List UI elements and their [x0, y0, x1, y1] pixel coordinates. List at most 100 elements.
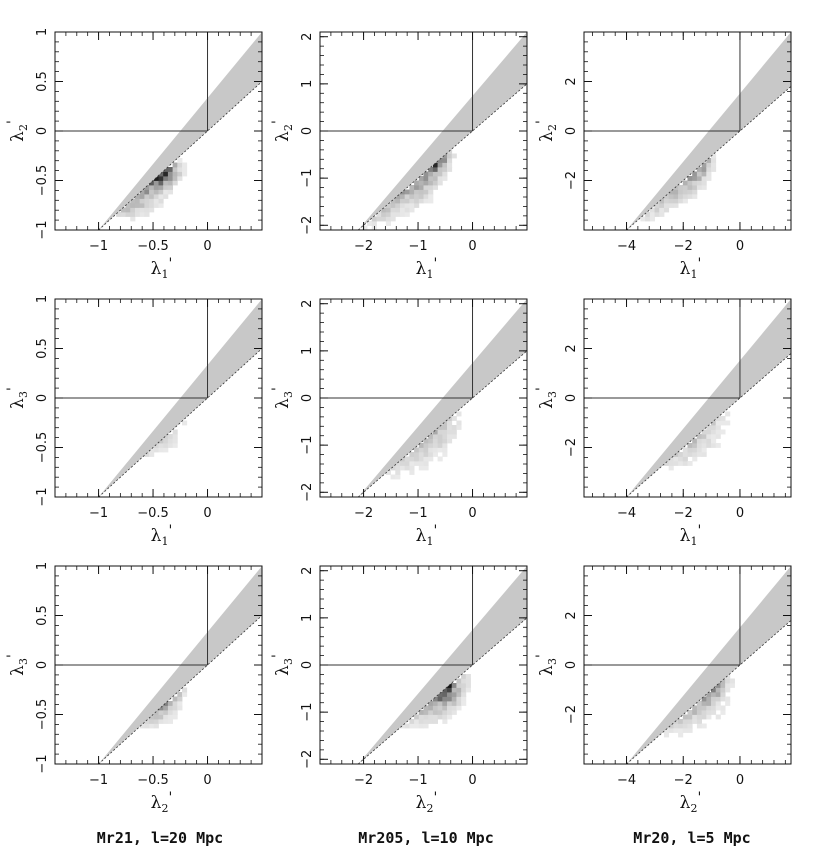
y-tick-label: 1: [35, 295, 50, 303]
density-cell: [451, 692, 457, 697]
density-cell: [692, 443, 698, 448]
density-cell: [711, 162, 717, 168]
density-cell: [153, 185, 159, 190]
y-tick-label: −1: [300, 169, 315, 188]
density-cell: [682, 198, 688, 204]
panel-3-1: −1 −0.5 0 −1 −0.5 0 0.5 1 λ2' λ3': [5, 562, 263, 815]
density-cell: [404, 723, 410, 729]
density-cell: [659, 212, 665, 217]
density-cell: [659, 207, 665, 213]
panel-1-1-density: [116, 158, 188, 222]
density-cell: [432, 176, 439, 181]
density-cell: [158, 203, 164, 208]
y-tick-label: 0.5: [35, 338, 50, 359]
x-tick-label: 0: [736, 506, 744, 521]
density-cell: [432, 710, 439, 715]
panel-1-1: −1 −0.5 0 −1 −0.5 0 0.5 1 λ1' λ2': [5, 28, 263, 281]
density-cell: [437, 429, 443, 435]
density-cell: [451, 687, 457, 693]
density-cell: [447, 429, 453, 435]
density-cell: [725, 674, 731, 679]
density-cell: [659, 198, 665, 204]
density-cell: [167, 710, 174, 715]
density-cell: [414, 719, 420, 724]
x-tick-label: 0: [468, 506, 476, 521]
density-cell: [390, 216, 396, 222]
density-cell: [696, 443, 703, 448]
density-cell: [390, 474, 396, 480]
density-cell: [456, 425, 462, 430]
density-cell: [404, 465, 410, 471]
density-cell: [428, 171, 434, 177]
density-cell: [167, 443, 174, 448]
density-cell: [153, 194, 159, 199]
density-cell: [456, 696, 462, 702]
density-cell: [149, 194, 155, 199]
density-cell: [673, 185, 679, 190]
density-cell: [139, 203, 145, 208]
density-cell: [172, 180, 178, 186]
density-cell: [395, 461, 401, 466]
density-cell: [720, 429, 726, 435]
density-cell: [461, 696, 467, 702]
density-cell: [706, 429, 712, 435]
density-cell: [177, 705, 183, 711]
density-cell: [158, 719, 164, 724]
density-cell: [144, 194, 150, 199]
density-cell: [442, 696, 448, 702]
density-cell: [163, 167, 169, 172]
density-cell: [442, 162, 448, 168]
y-tick-label: 0: [564, 661, 579, 669]
density-cell: [725, 420, 731, 426]
density-cell: [172, 171, 178, 177]
density-cell: [729, 683, 735, 688]
y-tick-label: 0: [564, 394, 579, 402]
y-tick-label: 0: [35, 394, 50, 402]
density-cell: [371, 221, 377, 226]
density-cell: [447, 416, 453, 421]
density-cell: [418, 194, 424, 199]
density-cell: [696, 723, 703, 729]
x-tick-label: −0.5: [137, 773, 169, 788]
density-cell: [437, 158, 443, 163]
density-cell: [663, 461, 670, 466]
density-cell: [144, 212, 150, 217]
density-cell: [409, 465, 415, 471]
x-tick-label: −1: [89, 506, 108, 521]
density-cell: [125, 212, 131, 217]
density-cell: [428, 710, 434, 715]
density-cell: [725, 683, 731, 688]
density-cell: [134, 198, 141, 204]
density-cell: [678, 719, 684, 724]
density-cell: [692, 452, 698, 457]
density-cell: [381, 212, 387, 217]
panel-2-3-x-axis-label: λ1': [680, 523, 702, 548]
density-cell: [158, 194, 164, 199]
density-cell: [418, 447, 424, 453]
density-cell: [442, 429, 448, 435]
density-cell: [418, 465, 424, 471]
density-cell: [447, 714, 453, 720]
density-cell: [167, 189, 174, 195]
density-cell: [432, 443, 439, 448]
density-cell: [149, 723, 155, 729]
density-cell: [725, 687, 731, 693]
density-cell: [663, 194, 670, 199]
density-cell: [456, 692, 462, 697]
density-cell: [163, 714, 169, 720]
density-cell: [395, 212, 401, 217]
x-tick-label: 0: [203, 239, 211, 254]
density-cell: [172, 429, 178, 435]
density-cell: [687, 719, 693, 724]
density-cell: [172, 443, 178, 448]
density-cell: [428, 447, 434, 453]
density-cell: [414, 180, 420, 186]
density-cell: [682, 728, 688, 733]
density-cell: [125, 203, 131, 208]
density-cell: [711, 167, 717, 172]
density-cell: [715, 443, 721, 448]
density-cell: [390, 207, 396, 213]
density-cell: [395, 474, 401, 480]
density-cell: [167, 180, 174, 186]
density-cell: [139, 189, 145, 195]
